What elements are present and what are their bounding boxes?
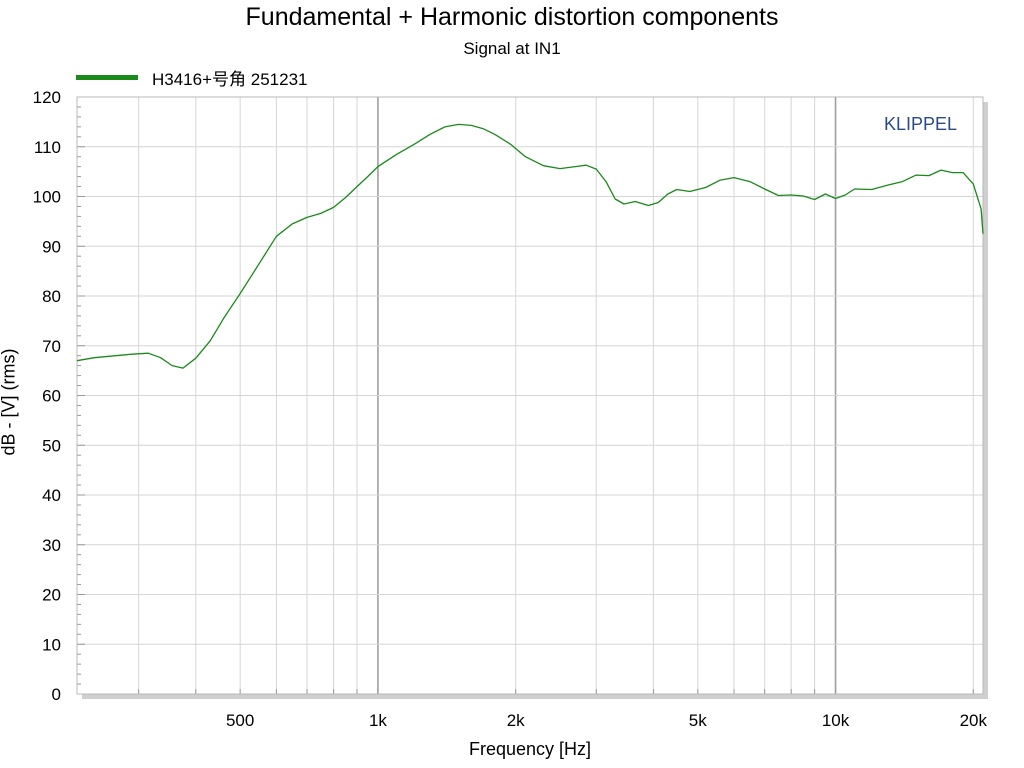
y-tick-label: 90 xyxy=(42,237,61,256)
y-tick-label: 110 xyxy=(34,138,61,157)
y-tick-label: 120 xyxy=(33,88,61,107)
chart-subtitle: Signal at IN1 xyxy=(463,39,561,58)
x-tick-label: 1k xyxy=(369,711,387,730)
y-tick-label: 20 xyxy=(42,586,61,605)
x-tick-label: 500 xyxy=(226,711,254,730)
x-tick-label: 2k xyxy=(507,711,525,730)
legend-line-swatch xyxy=(76,74,138,80)
y-tick-label: 40 xyxy=(42,486,61,505)
x-tick-label: 10k xyxy=(822,711,850,730)
x-axis-label: Frequency [Hz] xyxy=(468,739,592,759)
series-line xyxy=(76,123,984,369)
y-tick-label: 0 xyxy=(52,685,61,704)
y-tick-label: 50 xyxy=(42,436,61,455)
legend: H3416+号角 251231 xyxy=(76,66,308,89)
y-tick-label: 100 xyxy=(33,188,61,207)
y-tick-label: 60 xyxy=(42,387,61,406)
y-tick-label: 70 xyxy=(42,337,61,356)
x-tick-label: 20k xyxy=(960,711,988,730)
x-tick-label: 5k xyxy=(689,711,707,730)
klippel-brand-label: KLIPPEL xyxy=(884,114,958,134)
y-tick-label: 80 xyxy=(42,287,61,306)
chart-title: Fundamental + Harmonic distortion compon… xyxy=(245,3,779,31)
y-tick-label: 30 xyxy=(42,536,61,555)
plot-frame xyxy=(76,96,984,695)
y-axis-label: dB - [V] (rms) xyxy=(0,348,19,456)
y-tick-label: 10 xyxy=(42,635,61,654)
legend-series-label: H3416+号角 251231 xyxy=(152,69,308,89)
